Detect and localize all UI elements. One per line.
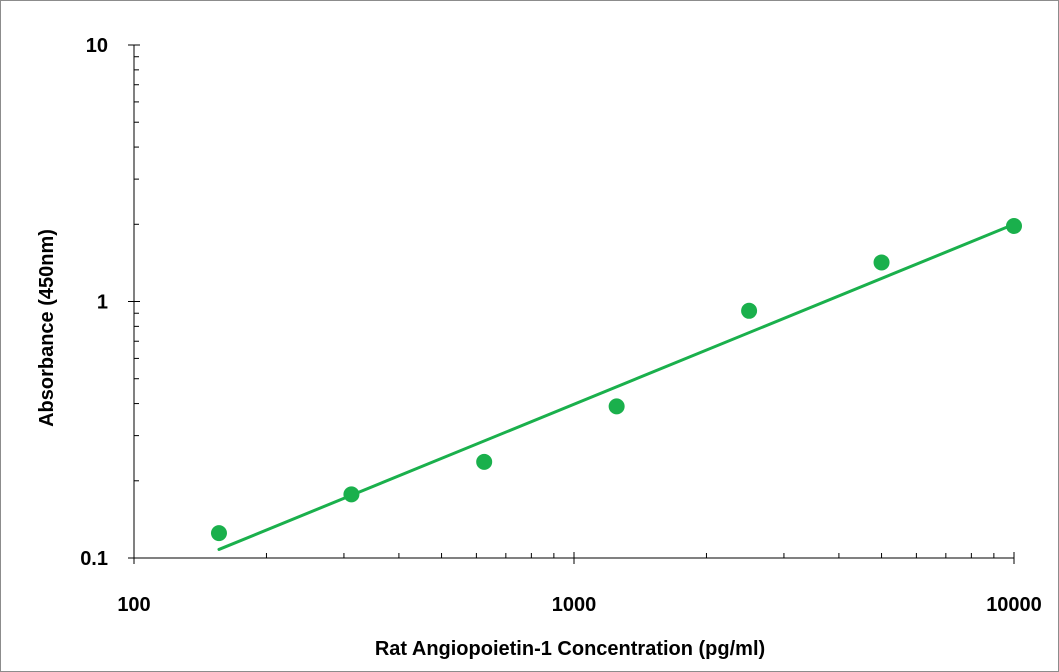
x-tick-labels: 100 1000 10000	[117, 594, 1042, 616]
axes	[133, 45, 1014, 559]
data-point	[741, 302, 758, 319]
trendline	[217, 222, 1016, 551]
data-point	[1006, 217, 1022, 234]
major-ticks	[128, 44, 1015, 564]
y-tick-label: 10	[86, 35, 108, 57]
y-tick-labels: 10 1 0.1	[80, 35, 108, 570]
y-axis-title: Absorbance (450nm)	[36, 229, 58, 427]
data-point	[873, 254, 890, 271]
minor-ticks	[134, 56, 995, 558]
data-point	[210, 525, 227, 542]
y-tick-label: 1	[97, 292, 108, 314]
trendline-group	[217, 222, 1016, 551]
data-points	[210, 217, 1022, 542]
x-tick-label: 100	[117, 594, 150, 616]
x-axis-title: Rat Angiopoietin-1 Concentration (pg/ml)	[375, 638, 765, 660]
data-point	[343, 486, 360, 503]
data-point	[608, 398, 625, 415]
x-tick-label: 10000	[986, 594, 1042, 616]
x-tick-label: 1000	[552, 594, 597, 616]
y-tick-label: 0.1	[80, 548, 108, 570]
data-point	[476, 453, 493, 470]
